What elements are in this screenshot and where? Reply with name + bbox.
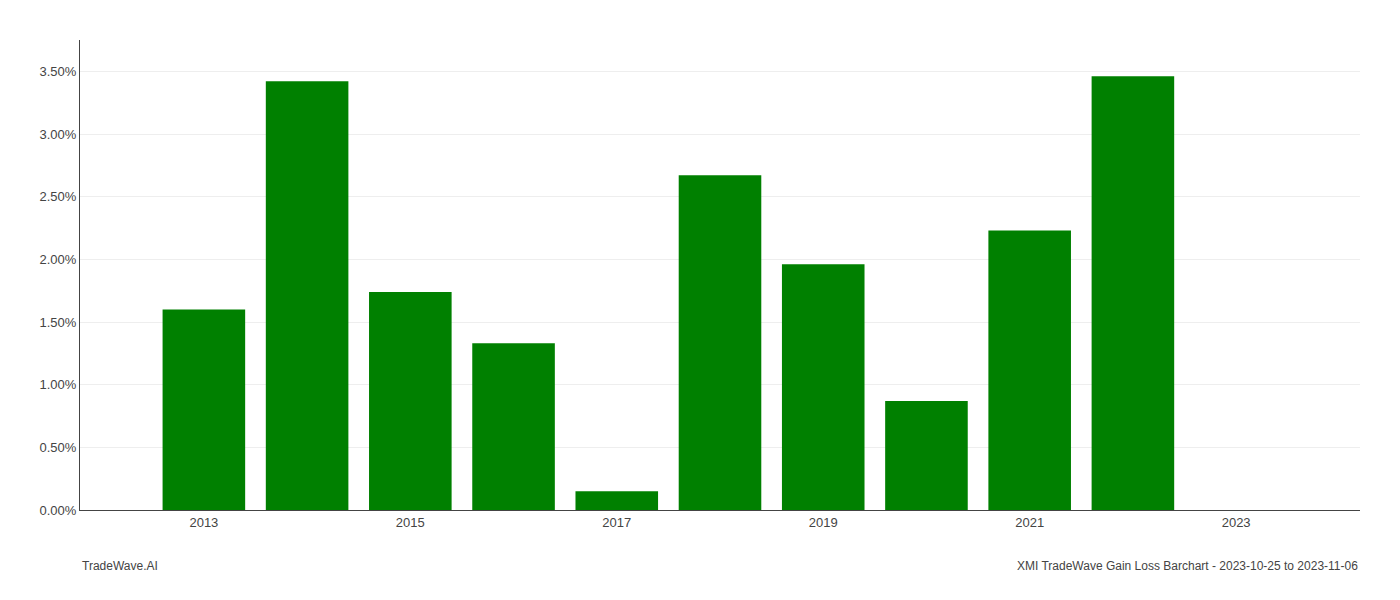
svg-text:2013: 2013 — [189, 515, 218, 530]
svg-text:3.00%: 3.00% — [40, 127, 77, 142]
svg-text:1.00%: 1.00% — [40, 377, 77, 392]
svg-text:2023: 2023 — [1222, 515, 1251, 530]
svg-text:0.50%: 0.50% — [40, 440, 77, 455]
svg-text:3.50%: 3.50% — [40, 64, 77, 79]
svg-text:2.50%: 2.50% — [40, 189, 77, 204]
svg-text:2017: 2017 — [602, 515, 631, 530]
svg-text:0.00%: 0.00% — [40, 503, 77, 518]
svg-text:XMI TradeWave Gain Loss Barcha: XMI TradeWave Gain Loss Barchart - 2023-… — [1017, 559, 1358, 573]
svg-text:1.50%: 1.50% — [40, 315, 77, 330]
svg-text:2015: 2015 — [396, 515, 425, 530]
svg-text:TradeWave.AI: TradeWave.AI — [82, 559, 158, 573]
svg-text:2.00%: 2.00% — [40, 252, 77, 267]
svg-text:2021: 2021 — [1015, 515, 1044, 530]
svg-text:2019: 2019 — [809, 515, 838, 530]
